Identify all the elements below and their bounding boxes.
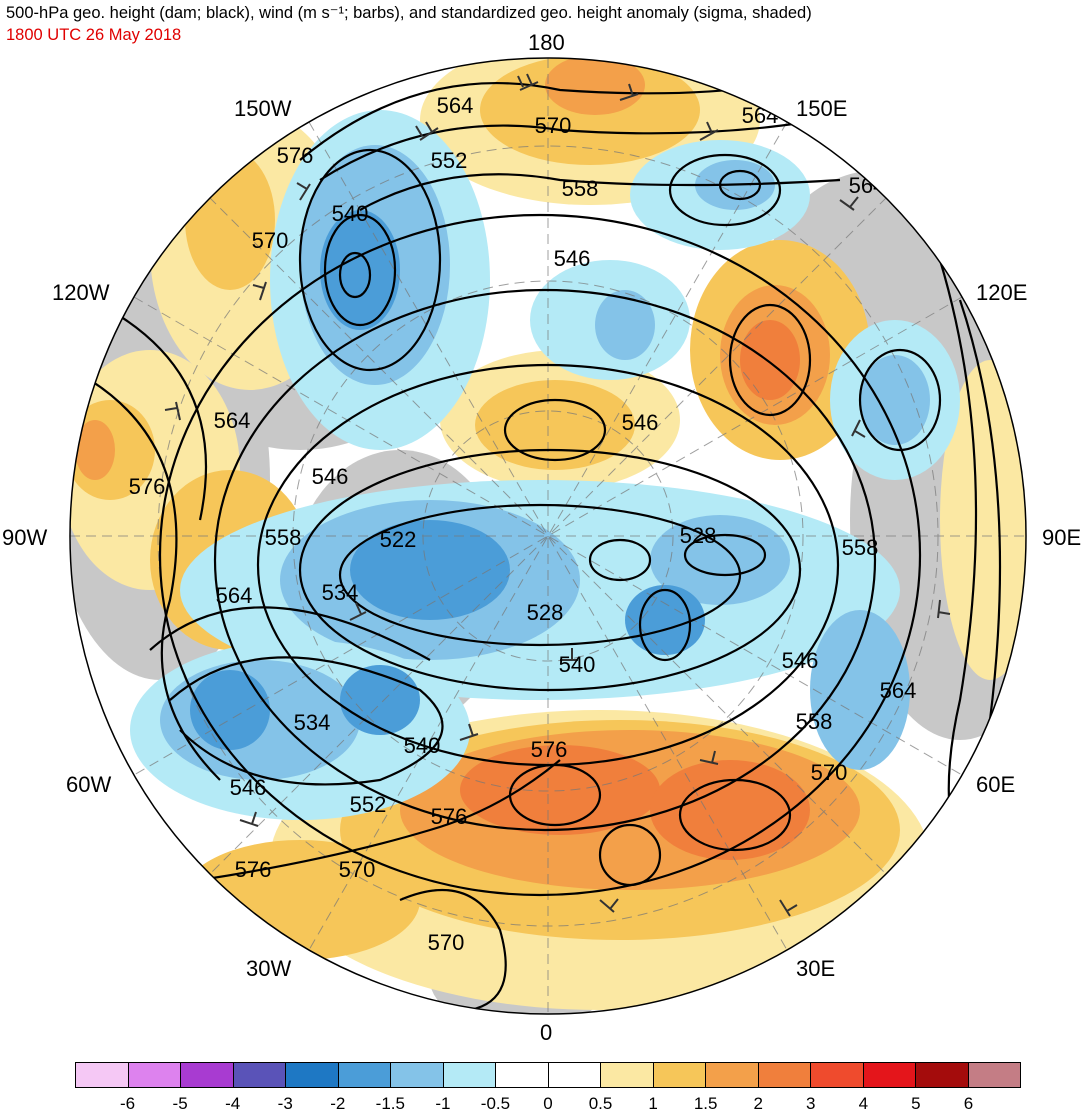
colorbar-tick-label: 6 [963, 1094, 974, 1113]
contour-label: 558 [796, 709, 833, 734]
contour-label: 534 [322, 580, 359, 605]
map-title: 500-hPa geo. height (dam; black), wind (… [6, 4, 812, 22]
colorbar-swatch [496, 1063, 549, 1087]
contour-label: 570 [339, 857, 376, 882]
contour-label: 546 [554, 246, 591, 271]
contour-label: 576 [129, 474, 166, 499]
colorbar-swatch [653, 1063, 706, 1087]
contour-label: 570 [811, 760, 848, 785]
lon-label-60e: 60E [976, 772, 1016, 797]
lon-label-0: 0 [540, 1020, 553, 1045]
contour-label: 552 [431, 148, 468, 173]
colorbar-swatch [863, 1063, 916, 1087]
lon-label-60w: 60W [66, 772, 112, 797]
colorbar-tick-label: 1.5 [693, 1094, 718, 1113]
lon-label-30w: 30W [246, 956, 292, 981]
contour-label: 546 [230, 775, 267, 800]
contour-label: 558 [842, 535, 879, 560]
contour-label: 552 [350, 792, 387, 817]
contour-label: 522 [380, 527, 417, 552]
graticule [70, 58, 1026, 1014]
contour-label: 576 [431, 804, 468, 829]
colorbar-tick-label: -6 [119, 1094, 136, 1113]
lon-label-90e: 90E [1042, 525, 1082, 550]
colorbar-swatch [128, 1063, 181, 1087]
colorbar-swatch [706, 1063, 759, 1087]
contour-label: 546 [782, 648, 819, 673]
contour-label: 540 [559, 652, 596, 677]
height-contours [89, 78, 1002, 1012]
contour-label: 564 [437, 93, 474, 118]
map-disc-border [69, 57, 1027, 1015]
colorbar-tick-label: -1 [435, 1094, 451, 1113]
colorbar-tick-label: -2 [330, 1094, 346, 1113]
contour-label: 576 [531, 737, 568, 762]
colorbar-tick-label: -5 [172, 1094, 188, 1113]
contour-label: 558 [562, 176, 599, 201]
colorbar-tick-label: 3 [806, 1094, 816, 1113]
colorbar-swatch [968, 1063, 1020, 1087]
colorbar-tick-label: 2 [753, 1094, 763, 1113]
colorbar-tick-label: -4 [225, 1094, 241, 1113]
colorbar-swatch [548, 1063, 601, 1087]
colorbar-tick-label: 4 [858, 1094, 869, 1113]
colorbar [75, 1062, 1021, 1088]
contour-label: 540 [332, 201, 369, 226]
lon-label-120w: 120W [52, 280, 110, 305]
colorbar-tick-label: -1.5 [375, 1094, 405, 1113]
colorbar-tick-label: 5 [911, 1094, 921, 1113]
colorbar-swatch [443, 1063, 496, 1087]
contour-label: 540 [404, 733, 441, 758]
colorbar-tick-label: -0.5 [480, 1094, 511, 1113]
contour-label: 564 [214, 408, 251, 433]
valid-time: 1800 UTC 26 May 2018 [6, 26, 182, 44]
lon-label-150e: 150E [796, 96, 848, 121]
colorbar-swatch [391, 1063, 444, 1087]
colorbar-swatch [916, 1063, 969, 1087]
contour-label: 564 [216, 583, 253, 608]
colorbar-swatch [233, 1063, 286, 1087]
colorbar-tick-label: 0.5 [588, 1094, 613, 1113]
colorbar-swatch [338, 1063, 391, 1087]
lon-label-120e: 120E [976, 280, 1028, 305]
colorbar-swatch [811, 1063, 864, 1087]
contour-label: 528 [527, 600, 564, 625]
colorbar-swatch [76, 1063, 129, 1087]
contour-label: 564 [880, 678, 917, 703]
contour-label: 546 [622, 410, 659, 435]
colorbar-tick-label: -3 [277, 1094, 293, 1113]
colorbar-tick-label: 0 [543, 1094, 553, 1113]
contour-label: 576 [277, 143, 314, 168]
contour-label: 546 [312, 464, 349, 489]
lon-label-90w: 90W [2, 525, 48, 550]
contour-label: 564 [849, 173, 886, 198]
lon-label-150w: 150W [234, 96, 292, 121]
lon-label-30e: 30E [796, 956, 836, 981]
contour-label: 570 [428, 930, 465, 955]
lon-label-180: 180 [528, 30, 565, 55]
contour-label: 570 [535, 113, 572, 138]
contour-label: 534 [294, 710, 331, 735]
colorbar-swatch [286, 1063, 339, 1087]
contour-label: 576 [235, 857, 272, 882]
positive-anomaly-shading [70, 58, 1026, 1010]
contour-label-group: 564 570 564 576 552 558 540 546 564 570 … [129, 93, 917, 955]
colorbar-swatch [758, 1063, 811, 1087]
colorbar-swatch [601, 1063, 654, 1087]
contour-label: 570 [252, 228, 289, 253]
contour-label: 528 [680, 523, 717, 548]
colorbar-swatch [181, 1063, 234, 1087]
colorbar-tick-label: 1 [648, 1094, 658, 1113]
contour-label: 558 [265, 525, 302, 550]
